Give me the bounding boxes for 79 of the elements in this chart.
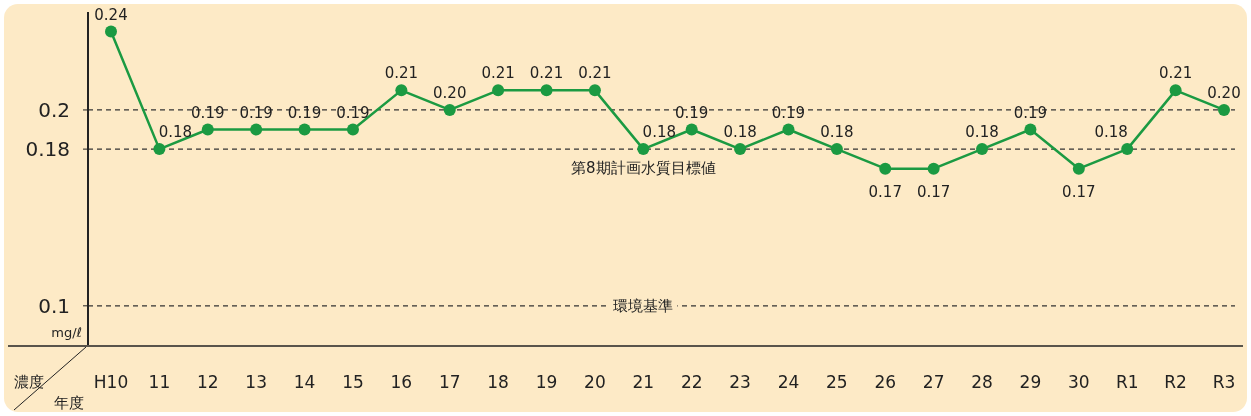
- data-label: 0.19: [287, 103, 322, 122]
- data-label: 0.21: [481, 64, 515, 83]
- x-tick-label: 19: [535, 372, 558, 392]
- x-tick-label: 16: [390, 372, 413, 392]
- point: [830, 143, 843, 156]
- data-label: 0.18: [820, 123, 854, 142]
- point: [153, 143, 166, 156]
- x-tick-label: 12: [196, 372, 219, 392]
- point: [1121, 143, 1134, 156]
- data-label: 0.17: [1062, 182, 1096, 201]
- data-label: 0.21: [384, 64, 419, 83]
- data-label: 0.20: [433, 83, 467, 102]
- x-tick-label: 29: [1019, 372, 1042, 392]
- point: [927, 162, 940, 175]
- data-label: 0.19: [191, 103, 225, 122]
- data-label: 0.19: [336, 103, 370, 122]
- text: 濃度: [14, 373, 44, 391]
- point: [540, 84, 553, 97]
- point: [588, 84, 601, 97]
- y-axis-title: mg/ℓ: [51, 325, 82, 340]
- data-label: 0.18: [642, 123, 677, 142]
- point: [879, 162, 892, 175]
- point: [1169, 84, 1182, 97]
- data-label: 0.24: [94, 5, 128, 24]
- point: [492, 84, 505, 97]
- x-tick-label: R2: [1164, 372, 1187, 392]
- x-tick-label: 30: [1068, 372, 1090, 392]
- x-tick-label: R1: [1115, 372, 1139, 392]
- point: [1024, 123, 1037, 136]
- data-label: 0.21: [1158, 64, 1193, 83]
- point: [637, 143, 650, 156]
- x-tick-label: 21: [632, 372, 655, 392]
- x-tick-label: R3: [1212, 372, 1236, 392]
- point: [782, 123, 795, 136]
- y-tick-label: 0.1: [38, 293, 70, 318]
- x-tick-label: 26: [874, 372, 897, 392]
- data-label: 0.18: [965, 123, 999, 142]
- x-tick-label: 20: [584, 372, 606, 392]
- x-tick-label: 27: [922, 372, 945, 392]
- x-tick-label: 14: [293, 372, 316, 392]
- data-label: 0.18: [158, 123, 193, 142]
- data-label: 0.20: [1207, 83, 1241, 102]
- point: [685, 123, 698, 136]
- point: [346, 123, 359, 136]
- data-label: 0.18: [1094, 123, 1128, 142]
- point: [1218, 103, 1230, 116]
- x-tick-label: 15: [342, 372, 364, 392]
- data-label: 0.21: [529, 64, 564, 83]
- data-label: 0.17: [916, 182, 951, 201]
- x-tick-label: 23: [729, 372, 751, 392]
- x-tick-label: 18: [487, 372, 509, 392]
- x-tick-label: 25: [826, 372, 848, 392]
- point: [105, 25, 117, 38]
- point: [1072, 162, 1085, 175]
- data-label: 0.21: [578, 64, 612, 83]
- x-tick-label: 22: [680, 372, 703, 392]
- point: [250, 123, 263, 136]
- x-tick-label: 24: [777, 372, 800, 392]
- y-tick-label: 0.2: [38, 97, 70, 122]
- point: [201, 123, 214, 136]
- y-tick-label: 0.18: [25, 137, 70, 162]
- x-tick-label: 17: [438, 372, 461, 392]
- x-tick-label: H10: [93, 372, 129, 392]
- x-axis-title: 年度: [54, 394, 84, 412]
- x-tick-label: 11: [148, 372, 171, 392]
- point: [976, 143, 989, 156]
- point: [298, 123, 311, 136]
- x-tick-label: 13: [245, 372, 267, 392]
- data-label: 0.17: [868, 182, 902, 201]
- data-label: 0.19: [1013, 103, 1048, 122]
- data-label: 0.18: [723, 123, 757, 142]
- point: [395, 84, 408, 97]
- data-label: 0.19: [674, 103, 709, 122]
- data-label: 0.19: [239, 103, 273, 122]
- point: [734, 143, 747, 156]
- x-tick-label: 28: [971, 372, 993, 392]
- ref-line-label: 第8期計画水質目標値: [571, 159, 716, 178]
- point: [443, 103, 456, 116]
- ref-line-label: 環境基準: [613, 296, 674, 315]
